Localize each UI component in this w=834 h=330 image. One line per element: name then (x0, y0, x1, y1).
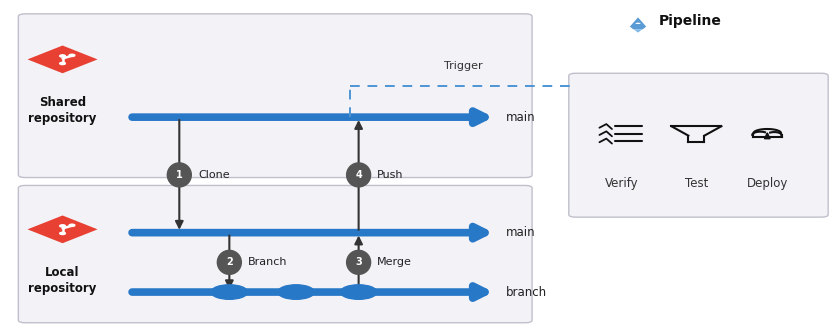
Text: 2: 2 (226, 257, 233, 267)
Text: Shared
repository: Shared repository (28, 96, 97, 125)
Circle shape (211, 285, 248, 299)
Text: Clone: Clone (198, 170, 229, 180)
Text: 1: 1 (176, 170, 183, 180)
Text: Verify: Verify (605, 177, 638, 190)
Circle shape (69, 54, 75, 56)
Polygon shape (630, 17, 646, 29)
Text: 4: 4 (355, 170, 362, 180)
Circle shape (60, 232, 65, 235)
FancyBboxPatch shape (18, 185, 532, 323)
Circle shape (340, 285, 377, 299)
Ellipse shape (347, 163, 370, 187)
Text: Merge: Merge (377, 257, 412, 267)
Ellipse shape (347, 250, 370, 274)
Text: Push: Push (377, 170, 404, 180)
Circle shape (60, 62, 65, 65)
Polygon shape (28, 215, 98, 243)
Text: main: main (506, 226, 536, 239)
Text: Pipeline: Pipeline (659, 15, 721, 28)
Ellipse shape (218, 250, 241, 274)
Text: Deploy: Deploy (746, 177, 788, 190)
Polygon shape (28, 46, 98, 73)
Polygon shape (634, 29, 642, 33)
Text: Local
repository: Local repository (28, 266, 97, 295)
Circle shape (60, 55, 65, 57)
Text: Test: Test (685, 177, 708, 190)
Circle shape (278, 285, 314, 299)
Circle shape (635, 22, 641, 25)
Text: branch: branch (506, 285, 547, 299)
Ellipse shape (168, 163, 191, 187)
Text: Branch: Branch (248, 257, 288, 267)
FancyBboxPatch shape (18, 14, 532, 178)
Text: 3: 3 (355, 257, 362, 267)
Text: main: main (506, 111, 536, 124)
Circle shape (69, 224, 75, 226)
Text: Trigger: Trigger (444, 61, 482, 71)
FancyBboxPatch shape (569, 73, 828, 217)
Circle shape (60, 225, 65, 227)
